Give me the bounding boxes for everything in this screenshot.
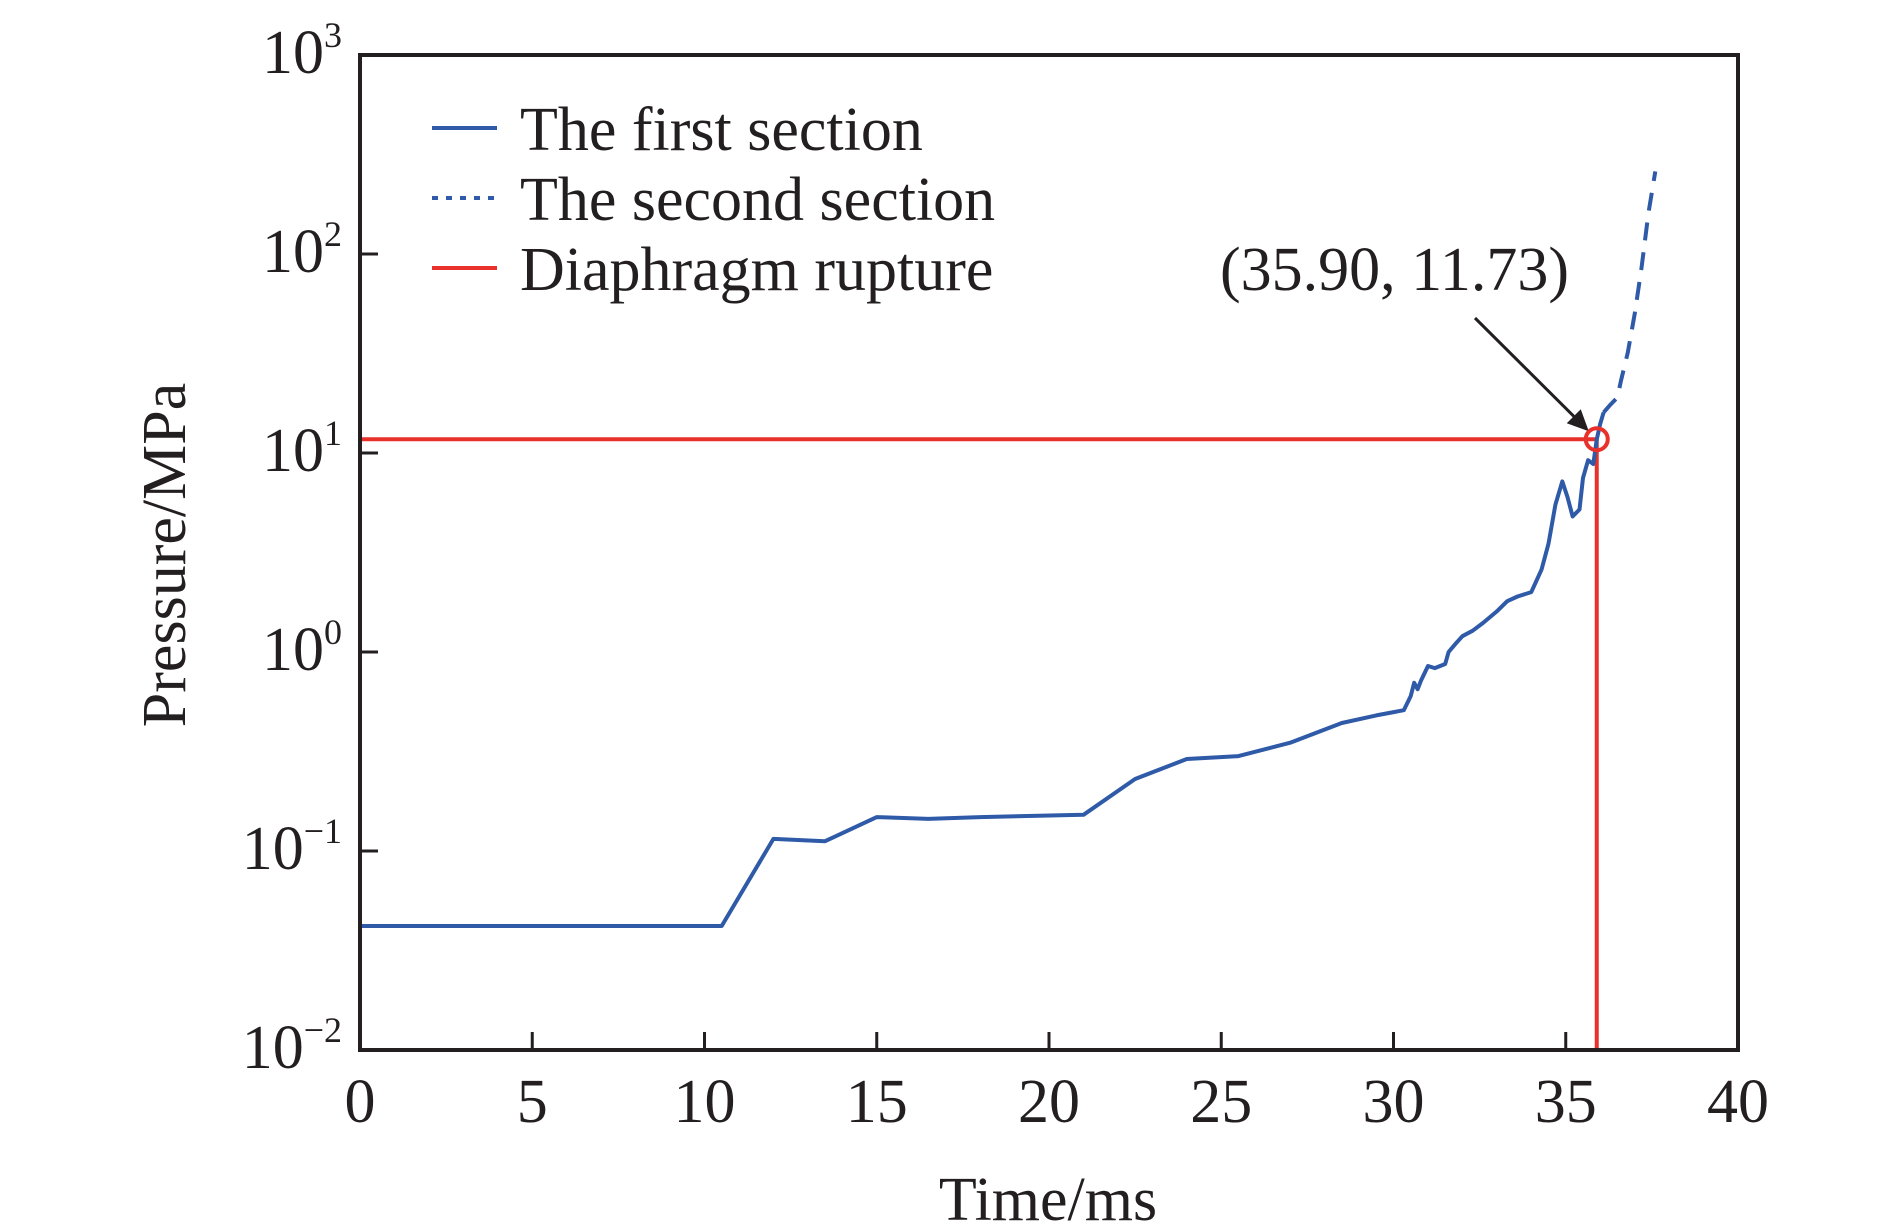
series-line-first-section <box>360 411 1606 928</box>
y-tick-label: 103 <box>262 15 342 87</box>
legend-label-first-section: The first section <box>520 96 923 164</box>
y-tick-label: 10−2 <box>242 1010 342 1082</box>
x-axis-label: Time/ms <box>939 1166 1157 1232</box>
x-tick-label: 35 <box>1535 1068 1597 1136</box>
legend-label-second-section: The second section <box>520 166 995 234</box>
x-tick-label: 5 <box>517 1068 548 1136</box>
x-tick-label: 10 <box>674 1068 736 1136</box>
x-tick-label: 25 <box>1190 1068 1252 1136</box>
legend: The first section The second section Dia… <box>432 96 995 304</box>
rupture-point-marker <box>1583 426 1610 453</box>
x-tick-label: 20 <box>1018 1068 1080 1136</box>
x-tick-label: 0 <box>345 1068 376 1136</box>
y-tick-label: 101 <box>262 413 342 485</box>
annotation-arrow-line <box>1473 316 1586 429</box>
x-tick-label: 40 <box>1707 1068 1769 1136</box>
series-line-second-section <box>1602 171 1658 414</box>
annotation-label: (35.90, 11.73) <box>1220 236 1569 304</box>
y-tick-label: 10−1 <box>242 811 342 883</box>
y-axis-label: Pressure/MPa <box>131 383 199 727</box>
legend-label-diaphragm-rupture: Diaphragm rupture <box>520 236 993 304</box>
y-tick-label: 100 <box>262 612 342 684</box>
plot-area: 0 5 10 15 20 25 30 35 40 10−2 10−1 100 101 102 103 <box>242 15 1769 1136</box>
x-tick-label: 15 <box>846 1068 908 1136</box>
y-tick-label: 102 <box>262 214 342 286</box>
annotation-arrow-head <box>1566 409 1589 432</box>
x-tick-label: 30 <box>1363 1068 1425 1136</box>
